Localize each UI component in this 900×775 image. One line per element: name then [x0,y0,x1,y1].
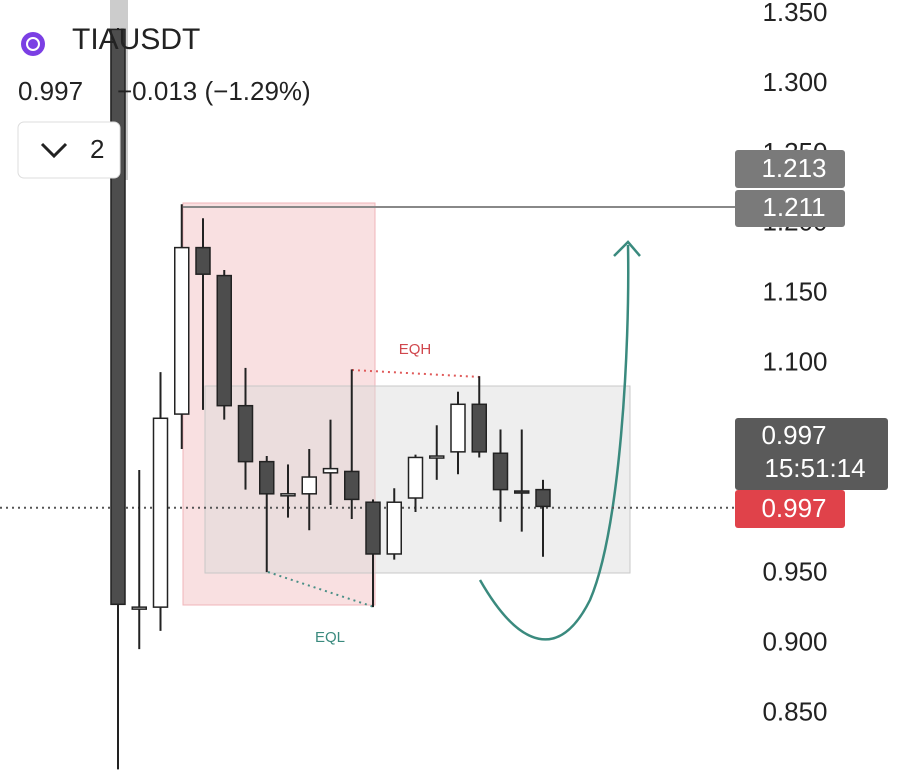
supply-zone [182,202,376,606]
price-box-label: 0.997 [761,420,826,450]
candle-body [152,417,169,608]
candle-body [514,490,530,494]
eql-label: EQL [315,629,345,646]
candle-body [195,246,211,275]
y-tick-label: 0.950 [762,556,827,586]
candle-body [280,493,296,497]
y-tick-label: 1.300 [762,67,827,97]
price-box [735,190,845,227]
price-box [735,150,845,188]
candle-body [110,28,126,606]
candle-body [259,460,275,495]
candle-body [301,476,317,495]
price-box [735,418,888,490]
symbol-logo-mark [26,37,40,51]
y-tick-label: 1.350 [762,0,827,27]
price-box-label: 1.213 [761,153,826,183]
candle-body [131,606,147,610]
symbol-title: TIAUSDT [72,23,200,56]
projection-arrow [478,244,630,641]
y-tick-label: 1.100 [762,347,827,377]
last-price: 0.997 [18,76,83,106]
candle-body [471,403,487,453]
y-tick-label: 0.900 [762,626,827,656]
candle-body [344,470,360,501]
y-tick-label: 0.850 [762,696,827,726]
arrow-head [613,240,641,257]
price-change: −0.013 (−1.29%) [117,76,311,106]
symbol-logo [21,32,45,56]
price-box [735,490,845,528]
countdown: 15:51:14 [764,453,865,483]
y-tick-label: 1.150 [762,277,827,307]
price-box-label: 1.211 [762,192,825,222]
candle-body [535,488,551,508]
candle-body [407,456,424,499]
candle-body [429,455,445,459]
price-box-label: 0.997 [761,493,826,523]
indicator-count: 2 [90,134,104,164]
chevron-icon [40,142,68,159]
eql-line [267,571,375,608]
candle-body [492,452,509,491]
candle-body [450,403,466,453]
candle-body [237,404,254,463]
eqh-label: EQH [399,341,432,358]
candle-body [386,501,402,555]
candle-body [365,501,381,555]
candle-body [322,467,339,474]
candle-body [216,274,232,407]
candle-body [174,246,190,415]
collapse-button[interactable] [17,121,121,179]
